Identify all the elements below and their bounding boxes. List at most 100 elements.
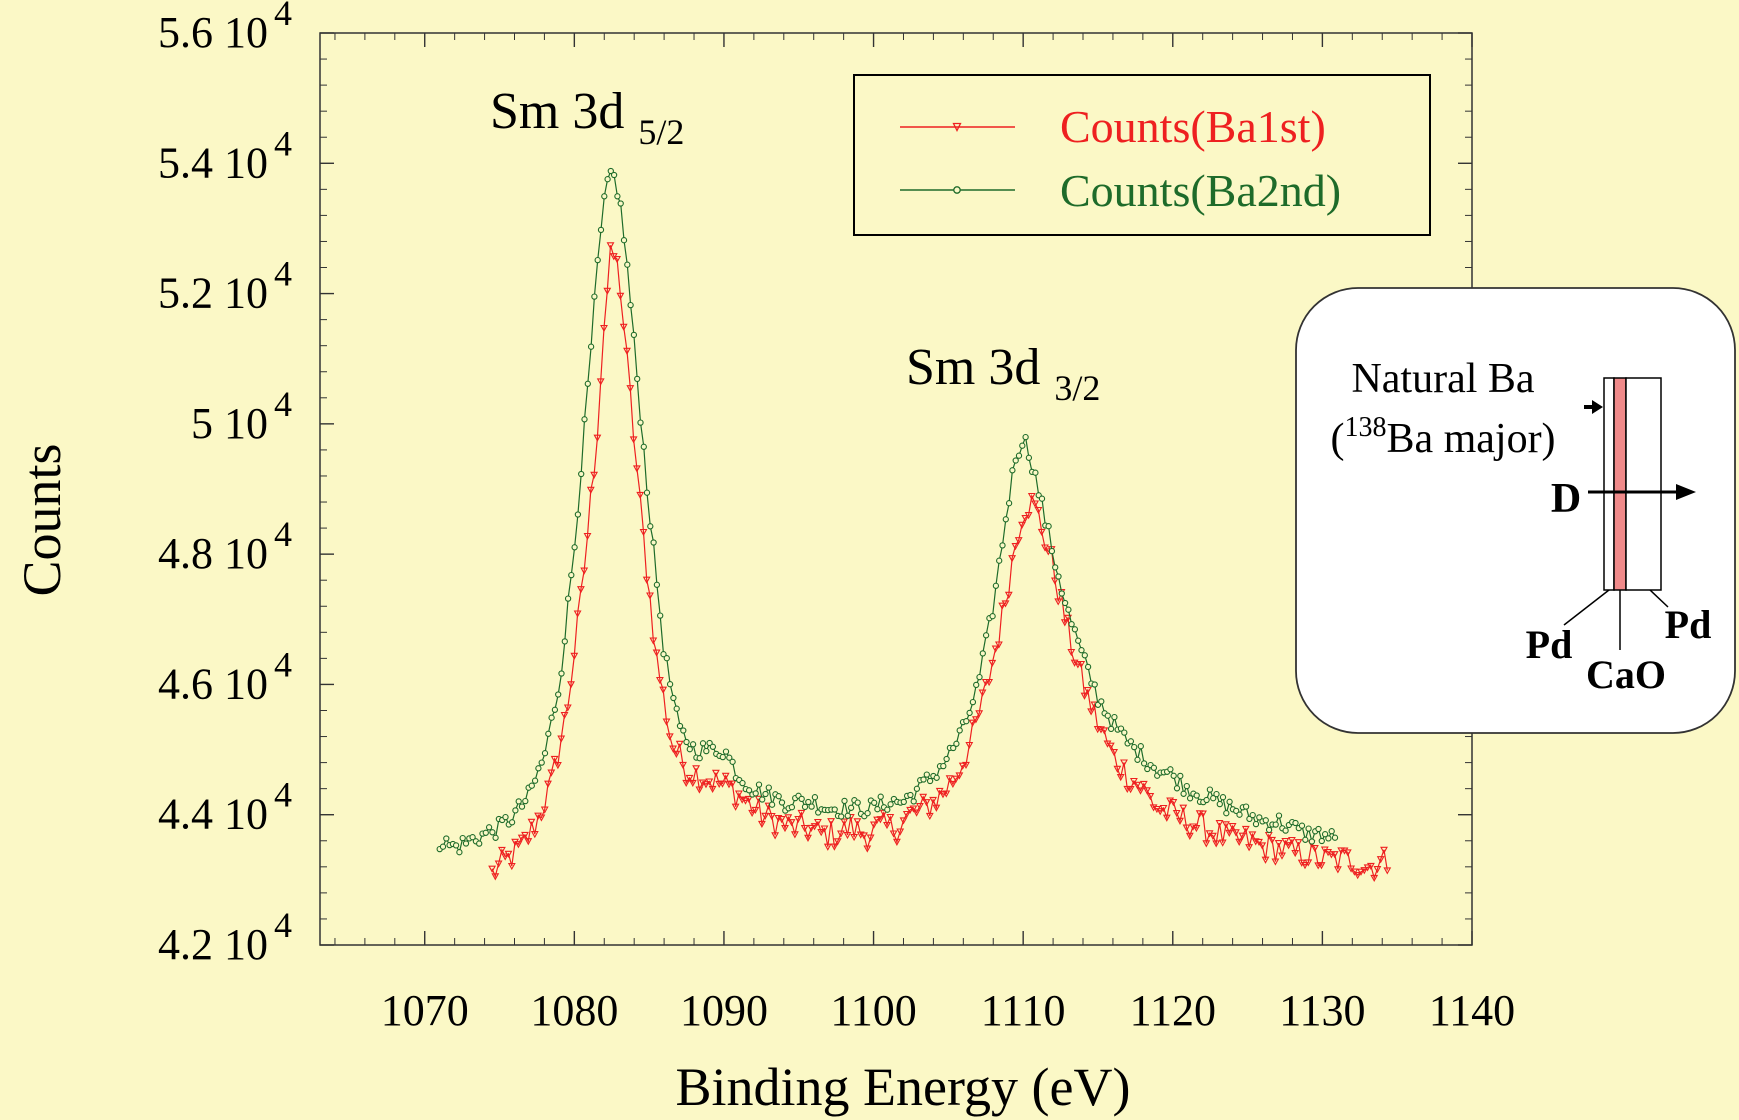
data-point	[594, 256, 601, 264]
data-point	[1127, 738, 1135, 745]
data-point	[1231, 829, 1240, 837]
x-tick-label: 1070	[381, 986, 469, 1035]
data-point	[696, 755, 703, 762]
data-point	[1024, 512, 1033, 520]
data-point	[1233, 807, 1240, 815]
data-point	[1177, 772, 1184, 780]
data-point	[1284, 842, 1293, 850]
data-point	[778, 799, 786, 806]
data-point	[1366, 862, 1375, 871]
data-point	[1258, 842, 1267, 850]
pd-layer-right	[1625, 377, 1662, 591]
data-point	[923, 771, 930, 778]
data-point	[955, 772, 964, 780]
data-point	[603, 287, 612, 295]
data-point	[1241, 825, 1250, 834]
data-point	[669, 745, 678, 753]
data-point	[761, 812, 770, 820]
data-point	[1156, 808, 1165, 816]
data-point	[636, 491, 645, 500]
y-tick-exponent: 4	[274, 905, 292, 945]
data-point	[570, 652, 579, 660]
data-point	[869, 821, 878, 829]
data-point	[840, 818, 849, 826]
data-point	[860, 832, 868, 840]
data-point	[798, 795, 805, 803]
y-tick-exponent: 4	[274, 384, 292, 424]
data-point	[1242, 803, 1250, 810]
data-point	[804, 834, 812, 842]
data-point	[540, 806, 549, 814]
data-point	[1236, 811, 1243, 818]
data-point	[887, 801, 894, 808]
data-point	[1001, 600, 1010, 608]
data-point	[853, 818, 862, 826]
data-point	[807, 824, 816, 833]
data-point	[1357, 868, 1365, 876]
data-point	[1212, 840, 1221, 848]
data-point	[616, 292, 625, 300]
data-point	[1048, 547, 1056, 555]
data-point	[864, 810, 871, 817]
legend-marker-ba1st	[952, 122, 962, 132]
data-point	[675, 740, 684, 748]
data-point	[800, 824, 809, 833]
data-point	[639, 528, 648, 537]
data-point	[1058, 590, 1065, 597]
y-tick-label: 4.6 10	[158, 659, 268, 708]
data-point	[491, 873, 500, 881]
data-point	[1055, 573, 1062, 580]
data-point	[1298, 822, 1306, 829]
data-point	[619, 323, 628, 331]
data-point	[831, 806, 838, 813]
data-point	[632, 465, 641, 473]
data-point	[670, 694, 677, 702]
data-point	[517, 834, 526, 842]
data-point	[788, 804, 796, 811]
data-point	[649, 637, 658, 645]
data-point	[1340, 847, 1349, 855]
data-point	[731, 803, 740, 811]
data-point	[548, 714, 555, 721]
data-point	[979, 650, 986, 657]
data-point	[1275, 812, 1283, 819]
data-point	[719, 753, 726, 761]
data-point	[576, 586, 585, 594]
data-point	[574, 511, 582, 518]
inset-title-line2: (138Ba major)	[1330, 412, 1555, 462]
data-point	[492, 834, 499, 841]
data-point	[1110, 749, 1119, 757]
data-point	[1078, 647, 1085, 654]
data-point	[469, 834, 476, 841]
data-point	[504, 850, 513, 858]
data-point	[634, 375, 641, 383]
data-point	[1050, 577, 1059, 585]
data-point	[561, 638, 568, 645]
data-point	[722, 748, 730, 755]
data-point	[989, 613, 996, 620]
data-point	[695, 786, 704, 794]
data-point	[777, 816, 786, 824]
y-tick-exponent: 4	[274, 0, 292, 33]
data-point	[759, 796, 766, 803]
data-point	[1065, 606, 1072, 613]
data-point	[836, 830, 845, 838]
data-point	[524, 838, 533, 846]
data-point	[522, 797, 529, 805]
data-point	[847, 804, 855, 811]
data-point	[1111, 713, 1118, 721]
data-point	[630, 331, 638, 339]
data-point	[1219, 794, 1227, 801]
data-point	[1144, 765, 1151, 773]
data-point	[744, 795, 753, 804]
data-point	[643, 489, 651, 496]
data-point	[1004, 591, 1013, 599]
data-point	[685, 774, 694, 783]
data-point	[1131, 743, 1138, 751]
data-point	[507, 862, 516, 871]
pd-layer-left	[1603, 377, 1615, 591]
data-point	[581, 416, 588, 423]
data-point	[682, 779, 691, 788]
data-point	[755, 781, 763, 788]
data-point	[646, 592, 654, 600]
